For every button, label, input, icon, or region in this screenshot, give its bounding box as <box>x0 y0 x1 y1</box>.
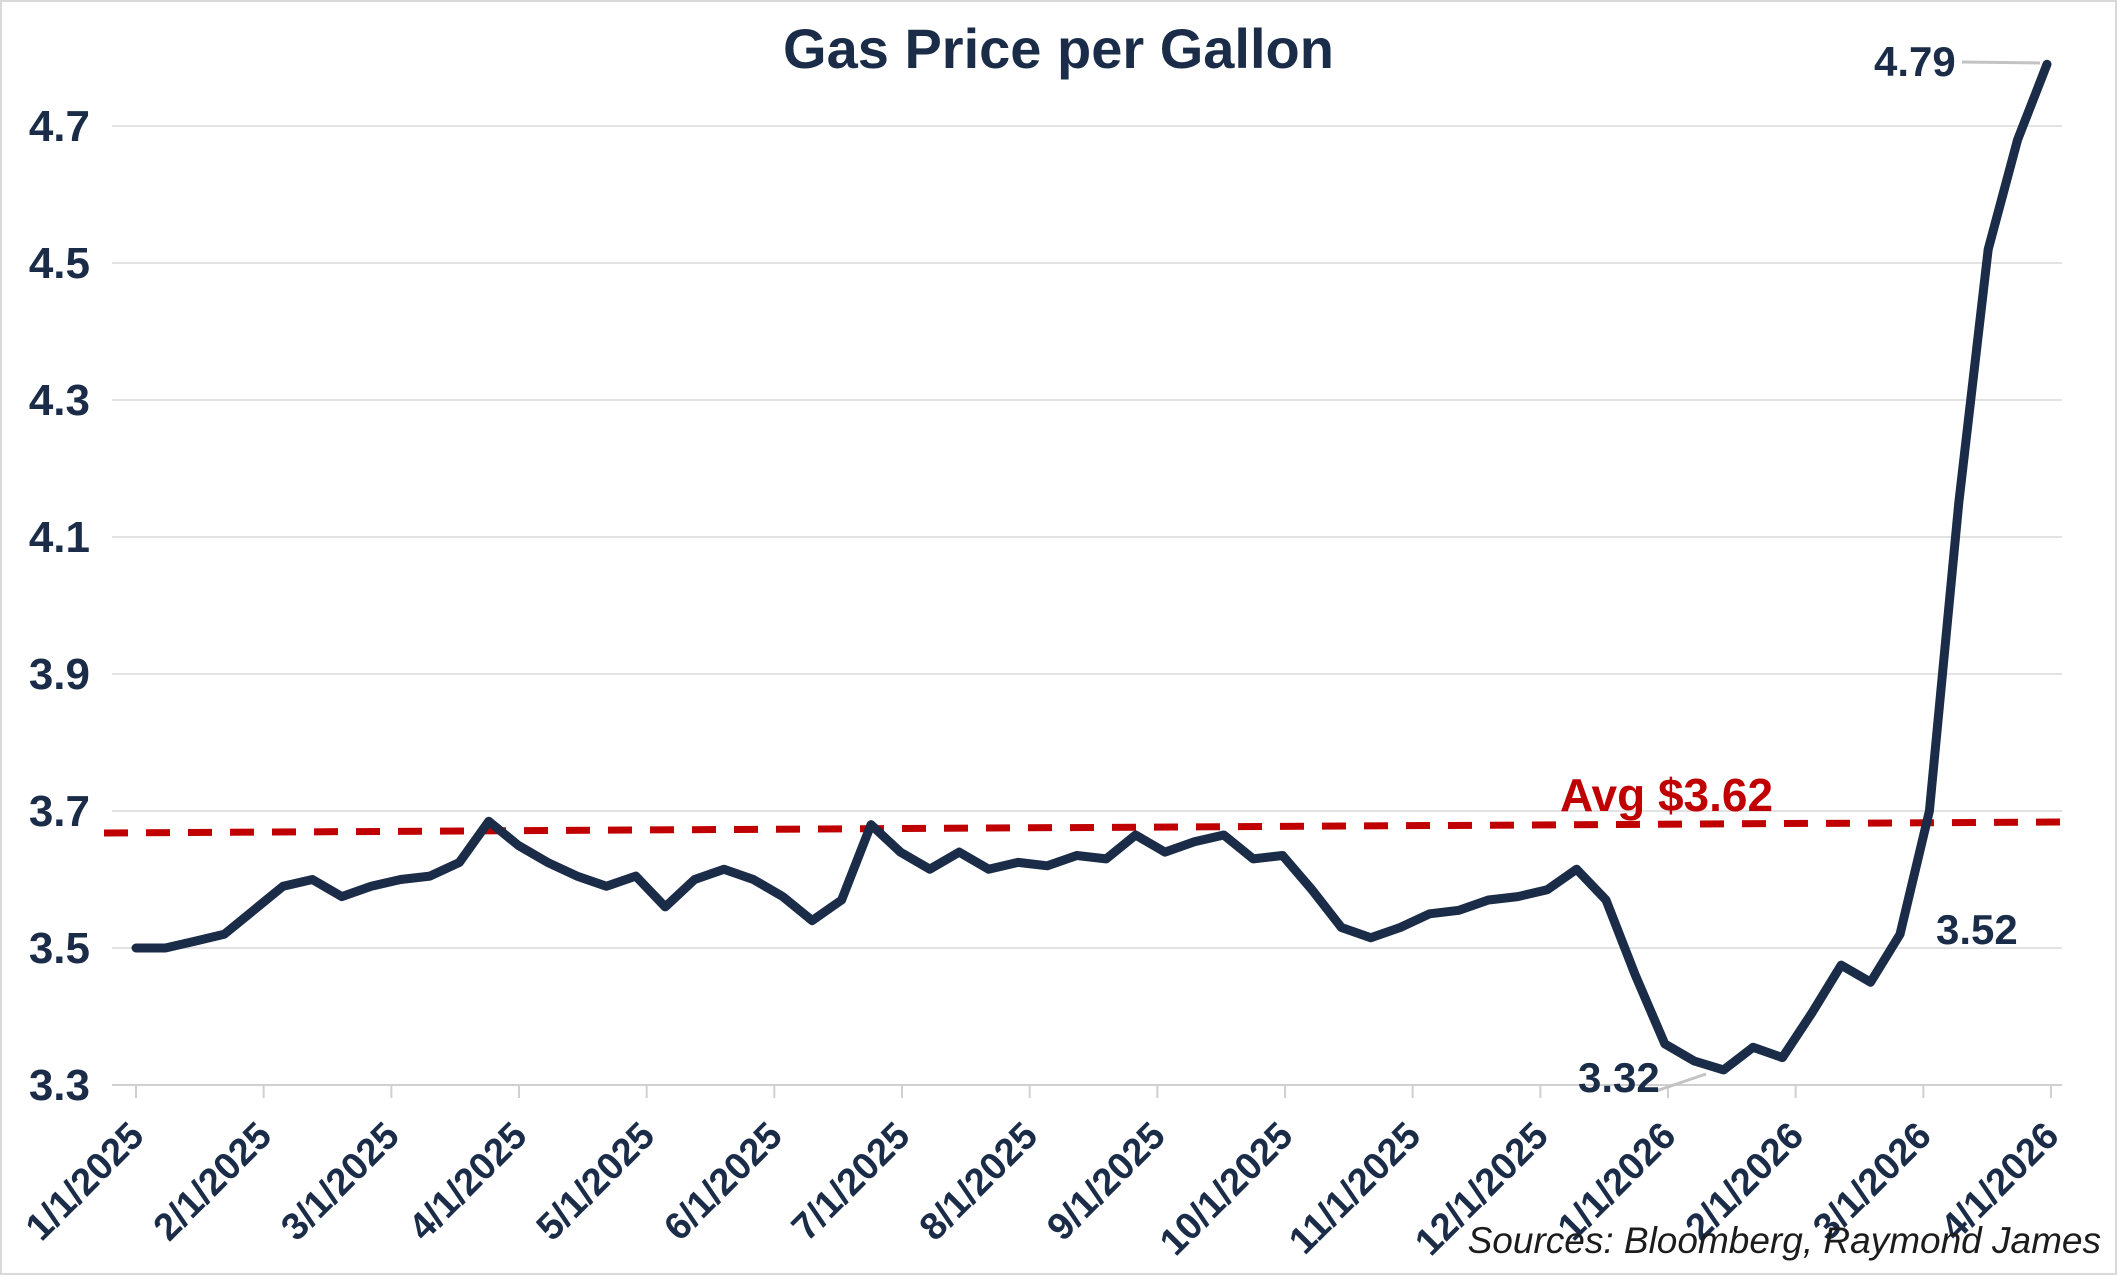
x-axis-tick-label: 2/1/2025 <box>146 1115 280 1249</box>
x-axis-tick-label: 9/1/2025 <box>1039 1115 1173 1249</box>
gas-price-series-line <box>131 59 2052 1075</box>
x-axis-tick-label: 3/1/2025 <box>273 1115 407 1249</box>
min-annotation-leader-line <box>1655 1072 1707 1093</box>
average-dashed-line <box>103 818 2063 837</box>
min-point-label: 3.32 <box>1578 1054 1660 1101</box>
y-axis-tick-label: 3.7 <box>29 787 90 836</box>
y-axis-tick-label: 3.3 <box>29 1061 90 1110</box>
max-annotation-leader-line <box>1961 60 2041 65</box>
source-note: Sources: Bloomberg, Raymond James <box>1467 1220 2101 1261</box>
x-axis-tick-label: 1/1/2025 <box>18 1115 152 1249</box>
x-axis-tick-label: 5/1/2025 <box>529 1115 663 1249</box>
y-axis-tick-label: 3.5 <box>29 924 90 973</box>
y-axis-tick-label: 3.9 <box>29 650 90 699</box>
y-axis-tick-label: 4.7 <box>29 102 90 151</box>
x-axis-tick-label: 6/1/2025 <box>656 1115 790 1249</box>
x-axis-tick-label: 8/1/2025 <box>912 1115 1046 1249</box>
max-point-label: 4.79 <box>1874 38 1956 85</box>
x-axis-tick-label: 11/1/2025 <box>1281 1115 1429 1263</box>
average-line-label: Avg $3.62 <box>1560 769 1774 821</box>
x-axis-tick-label: 10/1/2025 <box>1152 1115 1301 1264</box>
chart-title: Gas Price per Gallon <box>783 17 1334 80</box>
y-axis-tick-label: 4.3 <box>29 376 90 425</box>
x-axis-tick-label: 4/1/2025 <box>401 1115 535 1249</box>
pre-spike-point-label: 3.52 <box>1936 906 2018 953</box>
x-axis-tick-label: 7/1/2025 <box>784 1115 918 1249</box>
y-axis-tick-label: 4.5 <box>29 239 90 288</box>
y-axis-tick-label: 4.1 <box>29 513 90 562</box>
